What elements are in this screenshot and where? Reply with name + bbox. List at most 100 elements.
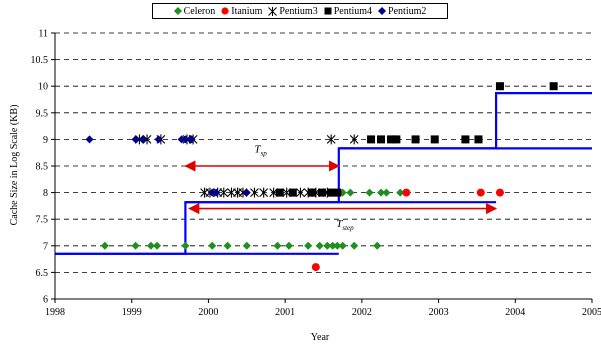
- point-celeron: [223, 241, 232, 250]
- point-pentium4: [461, 135, 470, 144]
- point-pentium2: [154, 135, 163, 144]
- point-pentium3: [219, 187, 229, 198]
- axes: 6 6.5 7 7.5 8 8.5 9 9.5 10 10.5 11 1998 1999 2000 2001…: [31, 29, 601, 319]
- point-celeron: [323, 241, 332, 250]
- y-axis-title: Cache Size in Log Scale (KB): [9, 105, 20, 226]
- y-tick-label: 6: [43, 295, 48, 306]
- legend-diamond-icon: [378, 7, 387, 15]
- point-celeron: [100, 241, 109, 250]
- y-tick-label: 10.5: [31, 55, 49, 66]
- y-tick-label: 9.5: [36, 108, 49, 119]
- legend-diamond-icon: [173, 7, 182, 15]
- point-celeron: [396, 188, 405, 197]
- legend-item-celeron: Celeron: [173, 6, 215, 17]
- point-pentium2: [85, 135, 94, 144]
- point-pentium4: [367, 135, 376, 144]
- point-celeron: [338, 241, 347, 250]
- x-tick-label: 1999: [122, 307, 142, 318]
- point-pentium4: [288, 188, 297, 197]
- point-itanium: [402, 188, 411, 197]
- point-pentium4: [387, 135, 396, 144]
- point-celeron: [365, 188, 374, 197]
- legend-item-pentium4: Pentium4: [324, 6, 372, 17]
- x-axis-title: Year: [311, 332, 330, 343]
- y-tick-label: 10: [38, 82, 48, 93]
- y-tick-label: 7.5: [36, 215, 49, 226]
- x-tick-label: 2004: [505, 307, 525, 318]
- point-pentium2: [139, 135, 148, 144]
- point-celeron: [350, 241, 359, 250]
- point-celeron: [377, 188, 386, 197]
- x-tick-label: 2001: [275, 307, 295, 318]
- legend-circle-icon: [221, 7, 229, 15]
- data-points: [85, 82, 558, 272]
- point-pentium4: [333, 188, 342, 197]
- point-pentium2: [212, 188, 221, 197]
- point-celeron: [153, 241, 162, 250]
- point-itanium: [311, 263, 320, 272]
- point-pentium2: [131, 135, 140, 144]
- point-pentium4: [377, 135, 386, 144]
- chart-legend: Celeron Itanium Pentium3 Pentium4 Pentiu…: [152, 3, 448, 19]
- point-pentium3: [296, 187, 305, 198]
- legend-label: Itanium: [231, 5, 263, 17]
- x-tick-label: 1998: [45, 307, 65, 318]
- x-tick-label: 2005: [582, 307, 601, 318]
- point-pentium4: [392, 135, 401, 144]
- y-tick-label: 7: [43, 241, 48, 252]
- point-pentium4: [430, 135, 439, 144]
- point-celeron: [208, 241, 217, 250]
- legend-label: Pentium4: [333, 5, 373, 17]
- legend-square-icon: [324, 7, 332, 15]
- step-line: [55, 91, 592, 255]
- legend-star-icon: [268, 6, 278, 16]
- point-celeron: [242, 241, 251, 250]
- point-celeron: [284, 241, 293, 250]
- point-celeron: [333, 241, 342, 250]
- x-tick-label: 2003: [429, 307, 449, 318]
- y-tick-label: 9: [43, 135, 48, 146]
- point-pentium4: [549, 82, 558, 91]
- annotation-label: Tsp: [254, 144, 267, 158]
- point-pentium2: [187, 135, 196, 144]
- point-pentium3: [233, 187, 242, 198]
- annotation-label: Tstep: [336, 218, 354, 232]
- point-pentium4: [317, 188, 326, 197]
- point-pentium4: [474, 135, 483, 144]
- annotations: Tsp Tstep: [184, 144, 498, 232]
- point-pentium4: [495, 82, 504, 91]
- legend-label: Pentium2: [388, 5, 427, 17]
- point-pentium3: [227, 187, 236, 198]
- point-celeron: [146, 241, 155, 250]
- legend-item-itanium: Itanium: [221, 6, 262, 17]
- point-pentium4: [411, 135, 420, 144]
- point-celeron: [328, 241, 337, 250]
- step-lines: [55, 91, 592, 255]
- point-pentium4: [275, 188, 284, 197]
- point-itanium: [495, 188, 504, 197]
- point-pentium2: [181, 135, 190, 144]
- y-tick-label: 6.5: [36, 268, 49, 279]
- point-celeron: [373, 241, 382, 250]
- point-celeron: [273, 241, 282, 250]
- point-celeron: [304, 241, 313, 250]
- point-pentium4: [327, 188, 336, 197]
- legend-label: Pentium3: [279, 5, 318, 17]
- x-tick-label: 2000: [198, 307, 218, 318]
- point-pentium3: [259, 187, 269, 198]
- point-pentium3: [349, 134, 359, 145]
- point-pentium4: [307, 188, 316, 197]
- point-pentium3: [326, 134, 336, 145]
- y-tick-label: 8.5: [36, 162, 49, 173]
- y-tick-label: 8: [43, 188, 48, 199]
- point-itanium: [476, 188, 485, 197]
- grid-lines: [55, 32, 592, 273]
- point-celeron: [315, 241, 324, 250]
- point-celeron: [382, 188, 391, 197]
- y-tick-label: 11: [38, 29, 48, 40]
- legend-item-pentium3: Pentium3: [268, 5, 318, 17]
- point-celeron: [131, 241, 140, 250]
- legend-item-pentium2: Pentium2: [378, 6, 426, 17]
- point-celeron: [346, 188, 355, 197]
